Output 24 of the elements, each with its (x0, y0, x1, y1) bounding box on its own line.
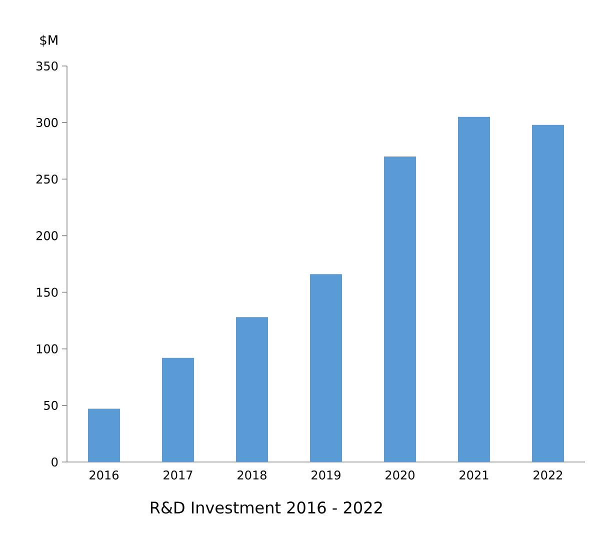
bar (532, 124, 564, 462)
y-tick-label: 350 (36, 61, 58, 71)
y-axis-title: $M (40, 34, 58, 47)
y-tick-label: 50 (44, 400, 58, 410)
bar (458, 116, 490, 462)
bar (236, 317, 268, 462)
text: R&D Investment 2016 - 2022 (150, 502, 382, 514)
y-tick-label: 250 (36, 174, 58, 184)
x-tick-label: 2017 (164, 470, 192, 480)
x-tick-label: 2016 (90, 470, 119, 480)
bar (88, 408, 120, 462)
x-tick-label: 2022 (534, 470, 562, 480)
bar (384, 156, 416, 462)
x-tick-label: 2019 (312, 470, 340, 480)
y-tick-label: 300 (36, 118, 58, 128)
bar (310, 274, 342, 462)
y-tick-label: 150 (36, 288, 58, 297)
y-tick-label: 100 (36, 344, 58, 354)
x-tick-label: 2021 (460, 470, 488, 480)
x-tick-label: 2018 (238, 470, 266, 480)
y-tick-label: 200 (36, 231, 58, 240)
y-tick-label: 0 (52, 457, 58, 467)
bar (162, 358, 194, 462)
x-tick-label: 2020 (386, 470, 414, 480)
